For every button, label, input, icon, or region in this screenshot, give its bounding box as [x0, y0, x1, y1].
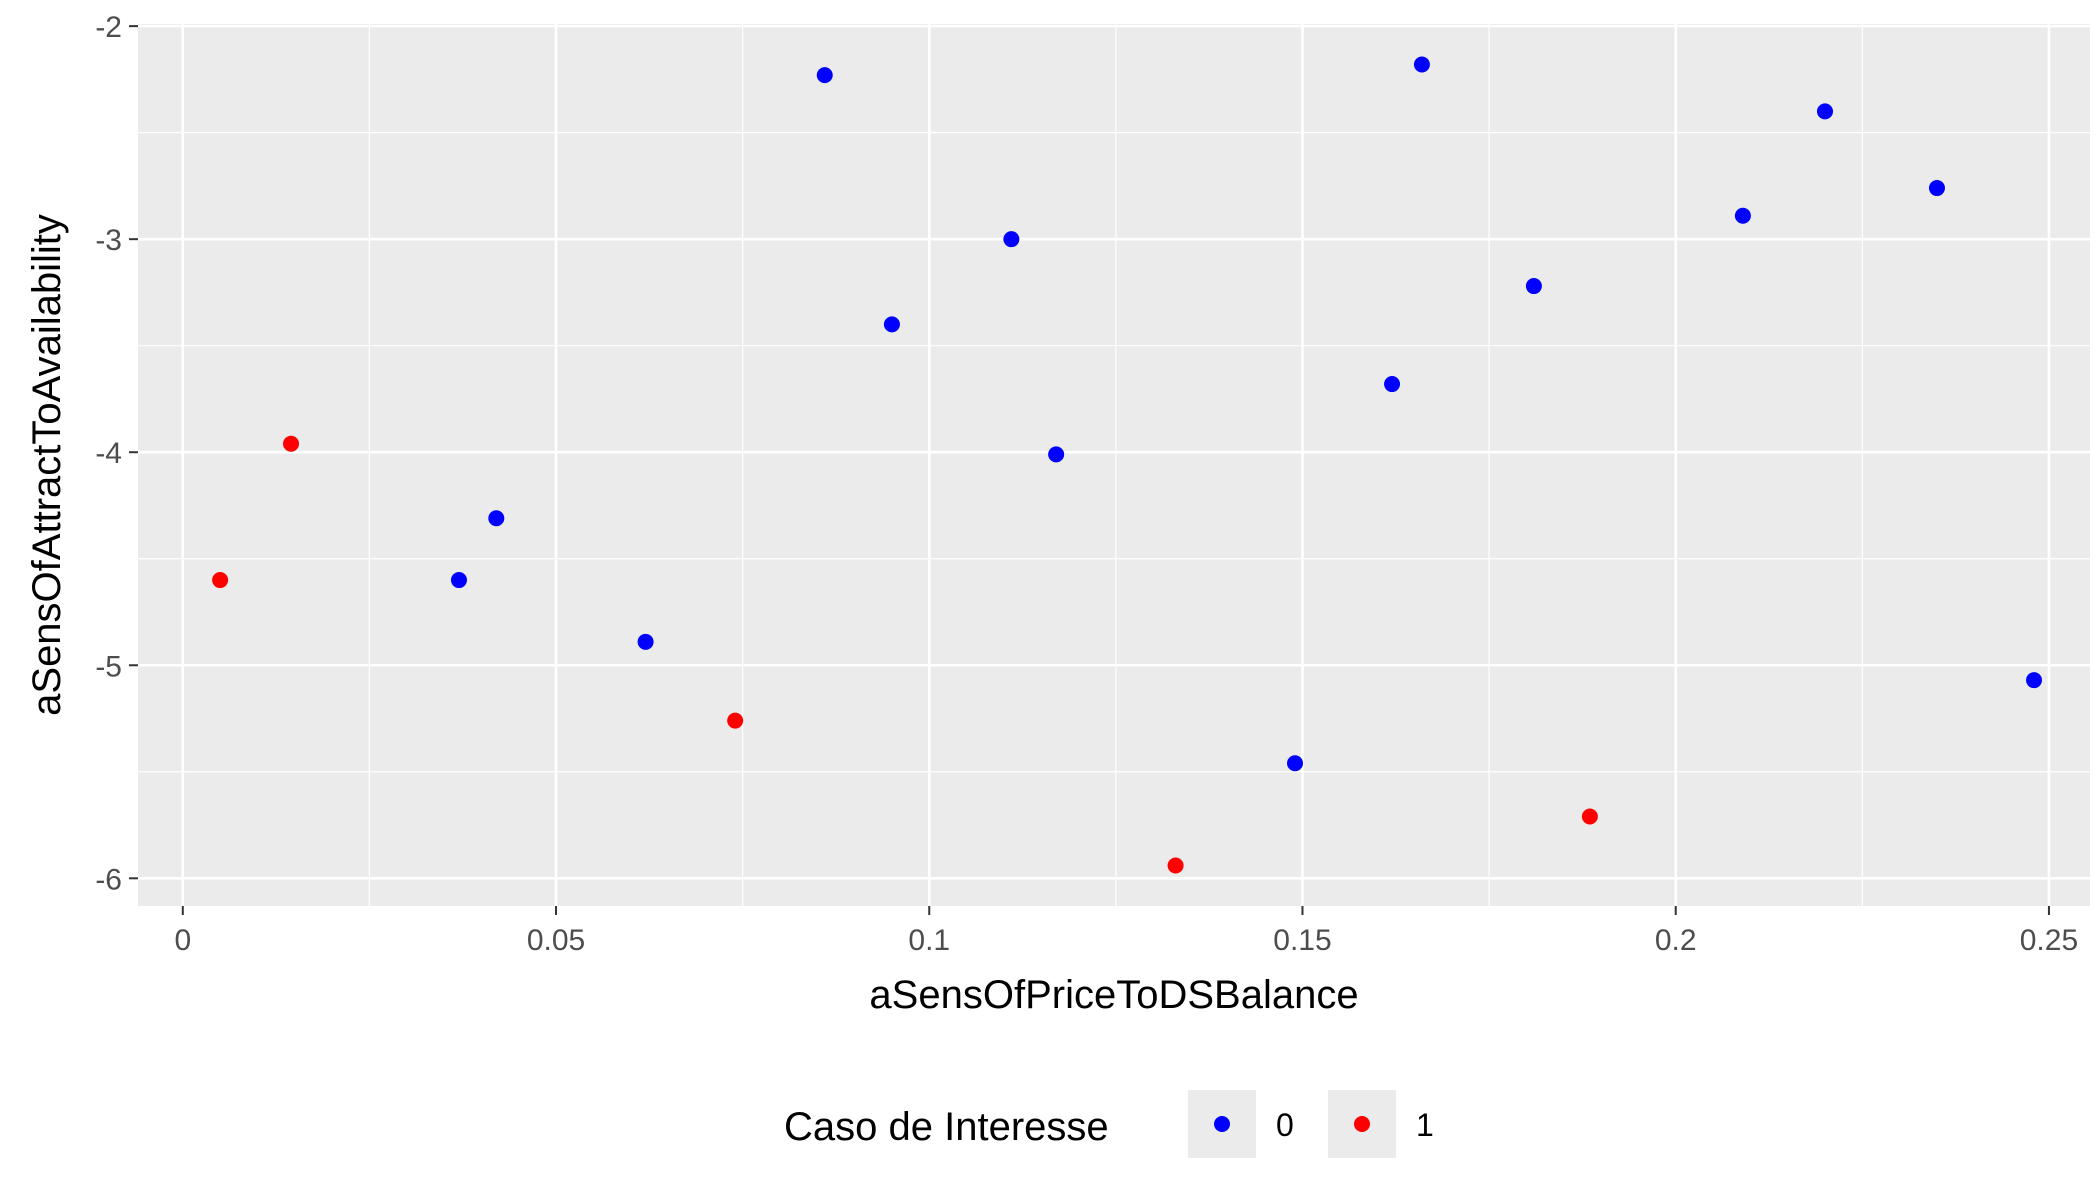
x-axis-ticks: 0 0.05 0.1 0.15 0.2 0.25	[174, 906, 2078, 957]
x-tick-label: 0.25	[2020, 924, 2078, 957]
legend-label-1: 1	[1416, 1107, 1434, 1143]
data-point-series-1	[1167, 857, 1184, 874]
y-axis-title: aSensOfAttractToAvailability	[25, 214, 69, 716]
legend: Caso de Interesse 0 1	[784, 1090, 1434, 1158]
data-point-series-1	[1581, 808, 1598, 825]
y-tick-label: -4	[95, 437, 122, 470]
x-tick-label: 0.05	[527, 924, 585, 957]
x-tick-label: 0	[174, 924, 191, 957]
y-axis-ticks: -6 -5 -4 -3 -2	[95, 11, 138, 896]
major-gridlines	[138, 24, 2090, 906]
data-point-series-0	[637, 633, 654, 650]
y-tick-label: -5	[95, 650, 122, 683]
data-point-series-0	[488, 510, 505, 527]
x-tick-label: 0.1	[908, 924, 950, 957]
x-tick-label: 0.2	[1655, 924, 1697, 957]
data-point-series-0	[1048, 446, 1065, 463]
x-tick-label: 0.15	[1273, 924, 1331, 957]
data-point-series-1	[727, 712, 744, 729]
data-point-series-0	[1384, 376, 1401, 393]
panel-background	[138, 24, 2090, 906]
legend-title: Caso de Interesse	[784, 1105, 1109, 1149]
data-point-series-0	[450, 572, 467, 589]
data-point-series-0	[2026, 672, 2043, 689]
legend-marker-1	[1354, 1116, 1370, 1132]
legend-marker-0	[1214, 1116, 1230, 1132]
data-point-series-0	[816, 67, 833, 84]
data-point-series-1	[212, 572, 229, 589]
data-point-series-0	[1928, 180, 1945, 197]
data-point-series-0	[1734, 207, 1751, 224]
y-tick-label: -6	[95, 863, 122, 896]
data-point-series-1	[283, 435, 300, 452]
data-point-series-0	[1817, 103, 1834, 120]
data-point-series-0	[1525, 278, 1542, 295]
data-points	[212, 56, 2043, 874]
data-point-series-0	[1003, 231, 1020, 248]
data-point-series-0	[1287, 755, 1304, 772]
data-point-series-0	[883, 316, 900, 333]
y-tick-label: -2	[95, 11, 122, 44]
legend-label-0: 0	[1276, 1107, 1294, 1143]
x-axis-title: aSensOfPriceToDSBalance	[869, 973, 1358, 1017]
data-point-series-0	[1413, 56, 1430, 73]
minor-gridlines	[138, 24, 2090, 906]
y-tick-label: -3	[95, 224, 122, 257]
